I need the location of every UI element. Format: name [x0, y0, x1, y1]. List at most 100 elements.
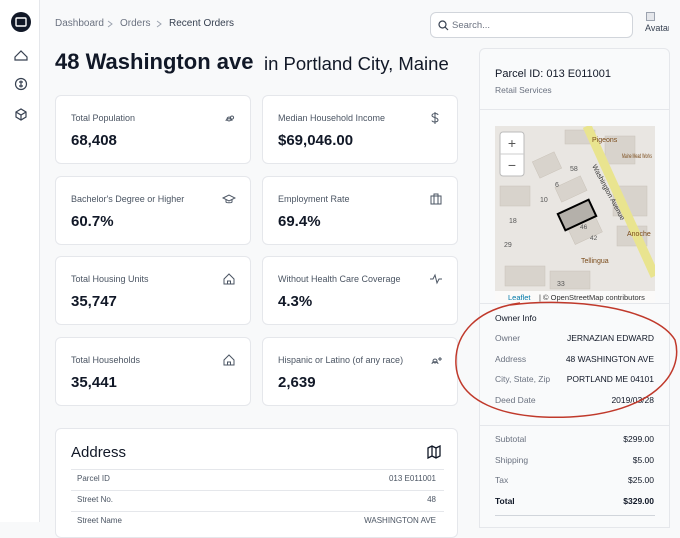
total-value: $5.00 [632, 454, 654, 465]
owner-key: City, State, Zip [495, 374, 551, 385]
stat-card: Without Health Care Coverage 4.3% [262, 256, 458, 325]
stat-value: 35,747 [71, 293, 117, 310]
zoom-out[interactable]: − [508, 157, 516, 173]
stat-icon [223, 273, 235, 285]
stat-card: Total Housing Units 35,747 [55, 256, 251, 325]
stat-value: $69,046.00 [278, 132, 354, 149]
breadcrumb-separator [107, 20, 113, 28]
attribution: | © OpenStreetMap contributors [539, 293, 645, 302]
stat-icon [225, 115, 235, 122]
icon-path [223, 354, 235, 366]
stat-label: Total Housing Units [71, 274, 149, 284]
total-key: Tax [495, 475, 509, 485]
parcel-subtitle: Retail Services [495, 85, 552, 95]
stat-icon [430, 193, 442, 205]
breadcrumb-link[interactable]: Orders [120, 18, 151, 29]
box-icon[interactable] [15, 108, 27, 121]
icon-path [225, 115, 235, 122]
stat-icon [222, 194, 236, 204]
icon-path [223, 273, 235, 285]
stat-card: Total Households 35,441 [55, 337, 251, 406]
owner-info-title: Owner Info [495, 313, 537, 323]
owner-key: Owner [495, 333, 521, 343]
divider [71, 469, 444, 470]
icon-path [222, 194, 236, 204]
divider [71, 490, 444, 491]
owner-value: PORTLAND ME 04101 [566, 374, 654, 385]
address-value: 48 [427, 495, 436, 504]
stat-value: 35,441 [71, 374, 117, 391]
stat-label: Without Health Care Coverage [278, 274, 401, 284]
stat-label: Total Population [71, 113, 136, 123]
divider [495, 515, 655, 516]
address-value: 013 E011001 [388, 474, 436, 483]
map-label: Tellingua [581, 258, 609, 265]
map-label: 29 [504, 242, 512, 249]
address-key: Street Name [77, 516, 122, 525]
stat-label: Bachelor's Degree or Higher [71, 194, 185, 204]
owner-value: 2019/03/28 [611, 395, 654, 406]
map-label: 10 [540, 197, 548, 204]
stat-label: Total Households [71, 355, 141, 365]
stat-value: 2,639 [278, 374, 316, 391]
map-label: Pigeons [592, 137, 618, 144]
logo[interactable] [11, 12, 31, 32]
map-label: Maine Mead Works [622, 153, 652, 160]
avatar[interactable]: Avatar [645, 12, 669, 38]
search-placeholder: Search... [452, 20, 491, 31]
address-key: Street No. [77, 495, 114, 504]
map-icon [427, 445, 441, 459]
icon-path [431, 112, 439, 124]
avatar-broken-icon [646, 12, 655, 21]
stat-card: Median Household Income $69,046.00 [262, 95, 458, 164]
avatar-alt: Avatar [645, 23, 669, 33]
breadcrumb-separator [156, 20, 162, 28]
map-label: 33 [557, 281, 565, 288]
stat-value: 60.7% [71, 213, 114, 230]
stat-card: Hispanic or Latino (of any race) 2,639 [262, 337, 458, 406]
stat-value: 69.4% [278, 213, 321, 230]
map-label: 46 [580, 224, 588, 231]
map-label: 42 [590, 235, 598, 242]
stat-card: Bachelor's Degree or Higher 60.7% [55, 176, 251, 245]
stat-card: Total Population 68,408 [55, 95, 251, 164]
stat-icon [430, 273, 442, 285]
stat-card: Employment Rate 69.4% [262, 176, 458, 245]
map-label: 18 [509, 218, 517, 225]
icon-path [430, 193, 442, 205]
stat-label: Median Household Income [278, 113, 386, 123]
parcel-title: Parcel ID: 013 E011001 [495, 68, 611, 80]
breadcrumb-current: Recent Orders [169, 18, 235, 29]
owner-value: JERNAZIAN EDWARD [566, 333, 654, 343]
address-key: Parcel ID [77, 474, 110, 483]
total-value: $299.00 [623, 434, 654, 444]
map[interactable]: + − Leaflet | © OpenStreetMap contributo… [495, 126, 655, 303]
dollar-icon[interactable] [14, 77, 28, 91]
stat-icon [431, 112, 439, 124]
annotation-circle [455, 301, 678, 419]
zoom-in[interactable]: + [508, 135, 516, 151]
search-icon [438, 20, 449, 31]
divider [480, 425, 669, 426]
stat-icon [431, 357, 442, 365]
page-subtitle: in Portland City, Maine [264, 53, 449, 74]
address-value: WASHINGTON AVE [364, 516, 436, 525]
address-title: Address [71, 444, 127, 461]
home-icon[interactable] [14, 50, 28, 61]
sidebar [0, 0, 40, 522]
owner-key: Address [495, 353, 527, 364]
breadcrumb-link[interactable]: Dashboard [55, 18, 104, 29]
map-label: 58 [570, 166, 578, 173]
total-value: $25.00 [628, 475, 654, 485]
search-box[interactable]: Search... [430, 12, 633, 38]
attribution-link[interactable]: Leaflet [508, 293, 531, 302]
sidebar-icons [11, 12, 31, 121]
address-card: Address Parcel ID 013 E011001 Street No. 48… [55, 428, 458, 538]
owner-value: 48 WASHINGTON AVE [565, 353, 654, 364]
map-label: 6 [555, 182, 559, 189]
divider [71, 511, 444, 512]
stat-label: Employment Rate [278, 194, 350, 204]
parcel-panel: Parcel ID: 013 E011001 Retail Services +… [479, 48, 670, 528]
total-key: Total [495, 495, 515, 506]
